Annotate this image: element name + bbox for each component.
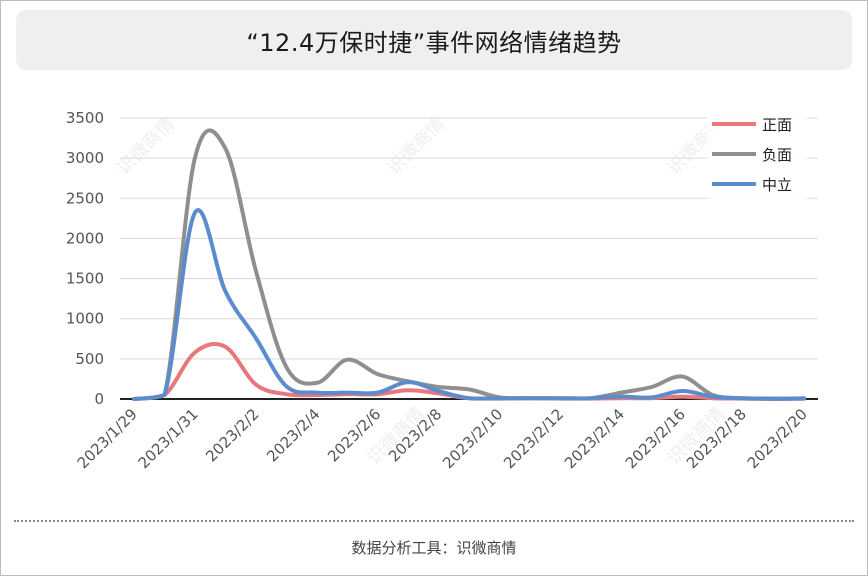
legend-label-1: 负面 (762, 146, 792, 164)
x-tick-label-2023-2-12: 2023/2/12 (500, 405, 567, 472)
watermark-0: 识微商情 (113, 113, 179, 179)
x-tick-label-2023-2-10: 2023/2/10 (439, 405, 506, 472)
title-bar: “12.4万保时捷”事件网络情绪趋势 (16, 10, 852, 70)
y-tick-label-2000: 2000 (66, 229, 104, 247)
y-tick-label-500: 500 (75, 350, 104, 368)
series-line-1 (132, 128, 806, 401)
legend-label-0: 正面 (762, 116, 792, 134)
page-title: “12.4万保时捷”事件网络情绪趋势 (246, 28, 622, 57)
x-tick-label-2023-2-4: 2023/2/4 (263, 405, 323, 465)
y-tick-label-3000: 3000 (66, 149, 104, 167)
y-tick-label-2500: 2500 (66, 189, 104, 207)
y-tick-label-1500: 1500 (66, 270, 104, 288)
watermark-1: 识微商情 (383, 113, 449, 179)
x-tick-label-2023-1-29: 2023/1/29 (74, 405, 141, 472)
footer-divider (14, 520, 854, 522)
y-tick-label-3500: 3500 (66, 109, 104, 127)
source-footer: 数据分析工具：识微商情 (351, 539, 517, 557)
y-tick-label-1000: 1000 (66, 310, 104, 328)
x-tick-label-2023-1-31: 2023/1/31 (135, 405, 202, 472)
legend-label-2: 中立 (762, 176, 792, 194)
y-tick-label-0: 0 (94, 390, 104, 408)
x-tick-label-2023-2-2: 2023/2/2 (202, 405, 262, 465)
series-line-2 (132, 208, 806, 401)
x-tick-label-2023-2-20: 2023/2/20 (744, 405, 811, 472)
x-tick-label-2023-2-14: 2023/2/14 (561, 405, 628, 472)
